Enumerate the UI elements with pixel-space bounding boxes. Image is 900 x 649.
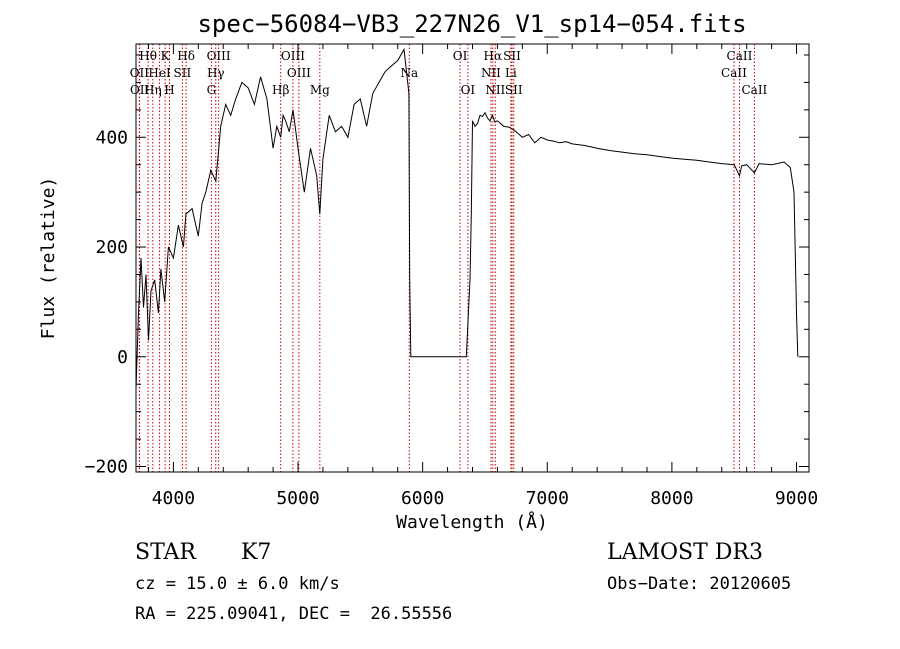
x-tick-label-5000: 5000 bbox=[276, 488, 319, 509]
line-label-2: OII bbox=[130, 83, 150, 97]
y-tick-label-400: 400 bbox=[95, 127, 128, 148]
line-label-22: Li bbox=[505, 66, 517, 80]
spectral-line-markers bbox=[138, 44, 755, 472]
x-axis-label: Wavelength (Å) bbox=[396, 511, 548, 533]
axis-ticks: 4000 5000 6000 7000 8000 9000 −200 0 200 400 bbox=[85, 44, 818, 509]
line-label-15: Mg bbox=[310, 83, 330, 97]
survey-name: LAMOST DR3 bbox=[607, 540, 763, 565]
line-label-5: Hη bbox=[144, 83, 162, 97]
coordinates: RA = 225.09041, DEC = 26.55556 bbox=[135, 604, 453, 624]
line-label-1: OII bbox=[130, 66, 150, 80]
x-tick-label-8000: 8000 bbox=[650, 488, 693, 509]
line-label-9: OIII bbox=[207, 49, 231, 63]
x-tick-label-7000: 7000 bbox=[526, 488, 569, 509]
spectrum-line bbox=[135, 47, 799, 390]
line-label-26: CaII bbox=[721, 66, 747, 80]
line-label-27: CaII bbox=[741, 83, 767, 97]
y-axis-label: Flux (relative) bbox=[38, 177, 59, 340]
line-label-17: OI bbox=[453, 49, 468, 63]
x-tick-label-4000: 4000 bbox=[152, 488, 195, 509]
plot-frame bbox=[135, 43, 810, 473]
line-label-6: Hδ bbox=[177, 49, 195, 63]
x-tick-label-9000: 9000 bbox=[775, 488, 818, 509]
line-label-8: H bbox=[164, 83, 174, 97]
y-tick-label-200: 200 bbox=[95, 237, 128, 258]
line-label-11: G bbox=[207, 83, 217, 97]
line-label-4: HeI bbox=[148, 66, 171, 80]
y-tick-label--200: −200 bbox=[85, 457, 128, 478]
object-class: STAR bbox=[135, 540, 196, 565]
line-label-10: Hγ bbox=[207, 66, 225, 80]
line-label-7: SII bbox=[174, 66, 192, 80]
line-label-12: OIII bbox=[281, 49, 305, 63]
object-subclass: K7 bbox=[241, 540, 272, 565]
y-tick-label-0: 0 bbox=[117, 347, 128, 368]
line-label-25: CaII bbox=[727, 49, 753, 63]
redshift-cz: cz = 15.0 ± 6.0 km/s bbox=[135, 574, 340, 594]
line-label-20: SII bbox=[503, 49, 521, 63]
line-label-23: NII bbox=[485, 83, 505, 97]
line-label-0: Hθ bbox=[139, 49, 157, 63]
line-label-3: K bbox=[161, 49, 171, 63]
line-label-24: SII bbox=[505, 83, 523, 97]
line-label-19: Hα bbox=[484, 49, 503, 63]
line-label-14: Hβ bbox=[272, 83, 289, 97]
x-tick-label-6000: 6000 bbox=[401, 488, 444, 509]
line-label-13: OIII bbox=[287, 66, 311, 80]
line-label-18: OI bbox=[461, 83, 476, 97]
chart-title: spec−56084−VB3_227N26_V1_sp14−054.fits bbox=[197, 10, 746, 38]
line-label-21: NII bbox=[481, 66, 501, 80]
observation-date: Obs−Date: 20120605 bbox=[607, 574, 792, 594]
line-label-16: Na bbox=[400, 66, 418, 80]
